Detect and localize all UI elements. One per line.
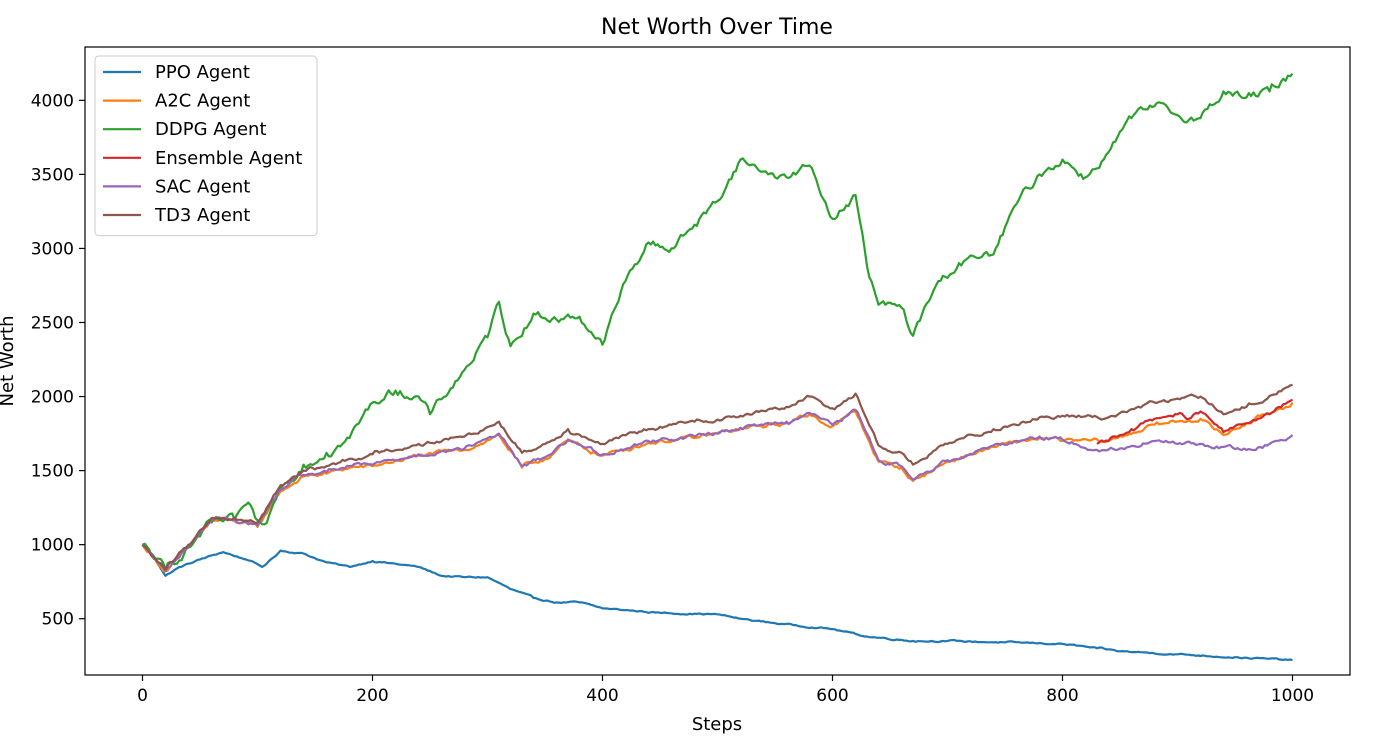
series-line-td3-agent <box>141 383 1293 571</box>
legend-entry-label: Ensemble Agent <box>155 148 302 169</box>
y-tick-label: 3500 <box>31 165 74 185</box>
x-tick-label: 0 <box>137 686 148 706</box>
y-tick-label: 2000 <box>31 388 74 408</box>
legend: PPO Agent A2C Agent DDPG Agent Ensemble Age… <box>94 55 318 237</box>
series-line-ppo-agent <box>141 543 1293 662</box>
x-tick-label: 600 <box>816 686 848 706</box>
y-axis-title: Net Worth <box>0 316 18 407</box>
y-tick-label: 1000 <box>31 536 74 556</box>
series-line-ensemble-agent <box>1096 398 1294 445</box>
y-tick-label: 1500 <box>31 462 74 482</box>
legend-box <box>94 55 318 237</box>
legend-entry-label: SAC Agent <box>155 176 250 197</box>
x-tick-label: 200 <box>356 686 388 706</box>
x-tick-label: 400 <box>586 686 618 706</box>
legend-entry-label: TD3 Agent <box>154 205 250 226</box>
legend-entry-label: DDPG Agent <box>155 119 267 140</box>
series-layer <box>141 72 1294 662</box>
y-tick-label: 2500 <box>31 313 74 333</box>
series-line-sac-agent <box>141 408 1294 573</box>
y-tick-label: 3000 <box>31 239 74 259</box>
x-tick-label: 800 <box>1046 686 1078 706</box>
axes-layer: 0 200 400 600 800 1000 500 1000 1500 2000 2500 3000… <box>31 91 1314 706</box>
x-axis-title: Steps <box>692 714 742 735</box>
y-tick-label: 500 <box>42 610 74 630</box>
series-line-a2c-agent <box>141 401 1294 573</box>
legend-entry-label: A2C Agent <box>155 91 250 112</box>
series-line-ddpg-agent <box>142 72 1294 571</box>
x-tick-label: 1000 <box>1271 686 1314 706</box>
y-tick-label: 4000 <box>31 91 74 111</box>
legend-entry-label: PPO Agent <box>155 62 250 83</box>
plot-area-frame <box>84 46 1351 676</box>
chart-title: Net Worth Over Time <box>601 15 833 40</box>
